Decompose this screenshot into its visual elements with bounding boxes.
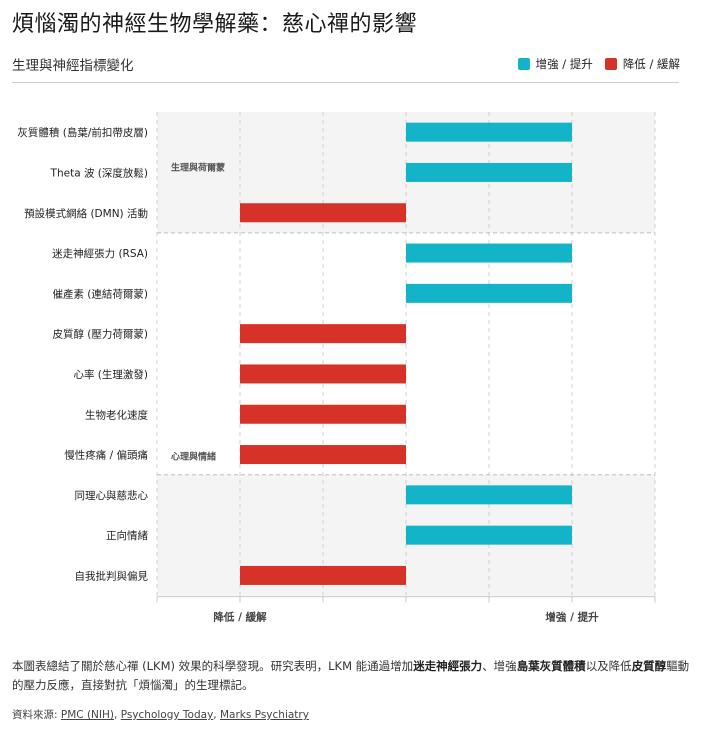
legend-label-increase: 增強 / 提升 (535, 57, 593, 71)
description-bold-cortisol: 皮質醇 (631, 659, 667, 673)
legend-item-decrease: 降低 / 緩解 (604, 56, 680, 72)
bar-increase (406, 525, 572, 545)
legend-swatch-decrease (604, 58, 617, 70)
category-label: 自我批判與偏見 (75, 569, 149, 582)
bar-increase (406, 122, 572, 142)
bar-increase (406, 243, 572, 263)
header-divider (12, 82, 679, 83)
bar-decrease (240, 364, 406, 384)
category-label: 生物老化速度 (85, 408, 148, 421)
legend-swatch-increase (517, 58, 530, 70)
chart-subtitle: 生理與神經指標變化 (12, 58, 134, 74)
bar-decrease (240, 203, 406, 223)
source-line: 資料來源: PMC (NIH), Psychology Today, Marks… (12, 707, 309, 722)
source-prefix: 資料來源: (12, 709, 61, 721)
description-bold-vagal: 迷走神經張力 (413, 659, 483, 673)
bar-decrease (240, 565, 406, 585)
description-text-1: 本圖表總結了關於慈心禪 (LKM) 效果的科學發現。研究表明，LKM 能通過增加 (12, 659, 414, 673)
bar-increase (406, 485, 572, 505)
category-label: 心率 (生理激發) (73, 368, 148, 381)
x-tick-label: 增強 / 提升 (545, 611, 599, 624)
source-separator: , (213, 709, 220, 721)
bar-increase (406, 162, 572, 182)
category-label: 催產素 (連結荷爾蒙) (52, 287, 148, 300)
category-label: 同理心與慈悲心 (75, 489, 149, 502)
category-label: 預設模式網絡 (DMN) 活動 (24, 207, 148, 220)
category-label: Theta 波 (深度放鬆) (50, 166, 148, 179)
category-label: 灰質體積 (島葉/前扣帶皮層) (17, 126, 148, 139)
bar-decrease (240, 324, 406, 344)
bar-decrease (240, 445, 406, 465)
chart-legend: 增強 / 提升 降低 / 緩解 (506, 56, 680, 72)
source-link-psychology-today[interactable]: Psychology Today (120, 709, 214, 721)
category-label: 正向情緒 (106, 529, 148, 542)
page-title: 煩惱濁的神經生物學解藥：慈心禪的影響 (12, 12, 418, 37)
group-label: 心理與情緒 (171, 451, 216, 463)
x-tick-label: 降低 / 緩解 (213, 611, 267, 624)
bar-decrease (240, 404, 406, 424)
legend-label-decrease: 降低 / 緩解 (622, 57, 680, 71)
chart-description: 本圖表總結了關於慈心禪 (LKM) 效果的科學發現。研究表明，LKM 能通過增加… (12, 657, 692, 695)
source-link-marks-psychiatry[interactable]: Marks Psychiatry (219, 709, 309, 721)
category-label: 迷走神經張力 (RSA) (52, 247, 148, 260)
category-label: 慢性疼痛 / 偏頭痛 (64, 449, 148, 462)
source-link-pmc[interactable]: PMC (NIH) (60, 709, 114, 721)
bar-increase (406, 283, 572, 303)
description-bold-insula: 島葉灰質體積 (516, 659, 586, 673)
legend-item-increase: 增強 / 提升 (517, 56, 593, 72)
description-text-2: 、增強 (482, 659, 517, 673)
category-label: 皮質醇 (壓力荷爾蒙) (52, 328, 148, 341)
bar-chart: 灰質體積 (島葉/前扣帶皮層) Theta 波 (深度放鬆) 預設模式網絡 (DMN… (17, 112, 656, 624)
group-label: 生理與荷爾蒙 (171, 161, 225, 173)
description-text-3: 以及降低 (585, 659, 632, 673)
description-text-4: 驅動的壓力反應，直接對抗「煩惱濁」的生理標記。 (12, 659, 690, 692)
source-separator: , (114, 709, 121, 721)
